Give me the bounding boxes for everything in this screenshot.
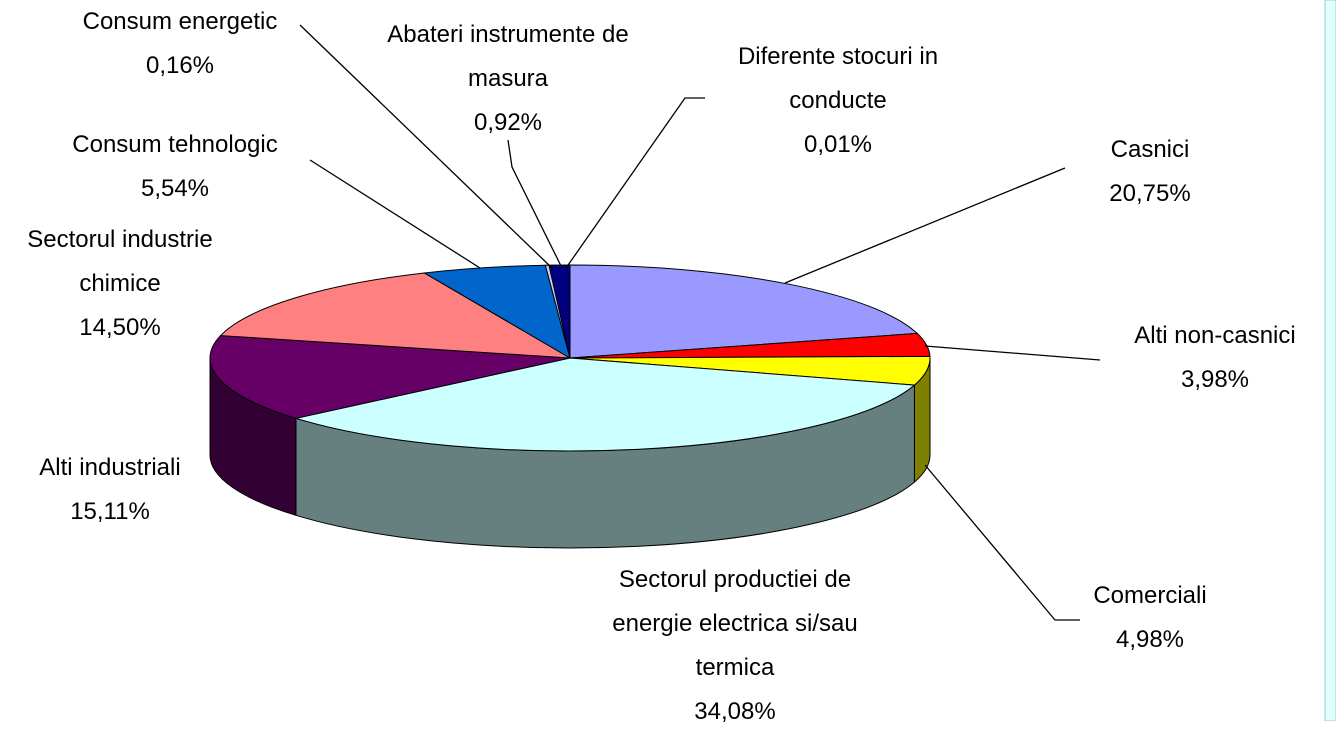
category-name: Comerciali — [1050, 574, 1250, 618]
slice-label: Sectorul productiei de energie electrica… — [585, 558, 885, 734]
category-name: Sectorul productiei de energie electrica… — [585, 558, 885, 690]
category-name: Alti non-casnici — [1095, 314, 1335, 358]
value-label: 34,08% — [585, 690, 885, 734]
leader-line — [925, 346, 1100, 360]
value-label: 5,54% — [25, 167, 325, 211]
category-name: Consum energetic — [30, 0, 330, 44]
category-name: Diferente stocuri in conducte — [688, 35, 988, 123]
value-label: 20,75% — [1050, 172, 1250, 216]
category-name: Abateri instrumente de masura — [358, 13, 658, 101]
category-name: Alti industriali — [0, 446, 220, 490]
category-name: Sectorul industrie chimice — [5, 218, 235, 306]
leader-line — [785, 168, 1065, 283]
value-label: 3,98% — [1095, 358, 1335, 402]
leader-line — [310, 160, 480, 268]
value-label: 0,92% — [358, 101, 658, 145]
value-label: 0,16% — [30, 44, 330, 88]
value-label: 15,11% — [0, 490, 220, 534]
category-name: Casnici — [1050, 128, 1250, 172]
leader-line — [508, 140, 562, 268]
value-label: 14,50% — [5, 306, 235, 350]
value-label: 0,01% — [688, 123, 988, 167]
value-label: 4,98% — [1050, 618, 1250, 662]
category-name: Consum tehnologic — [25, 123, 325, 167]
